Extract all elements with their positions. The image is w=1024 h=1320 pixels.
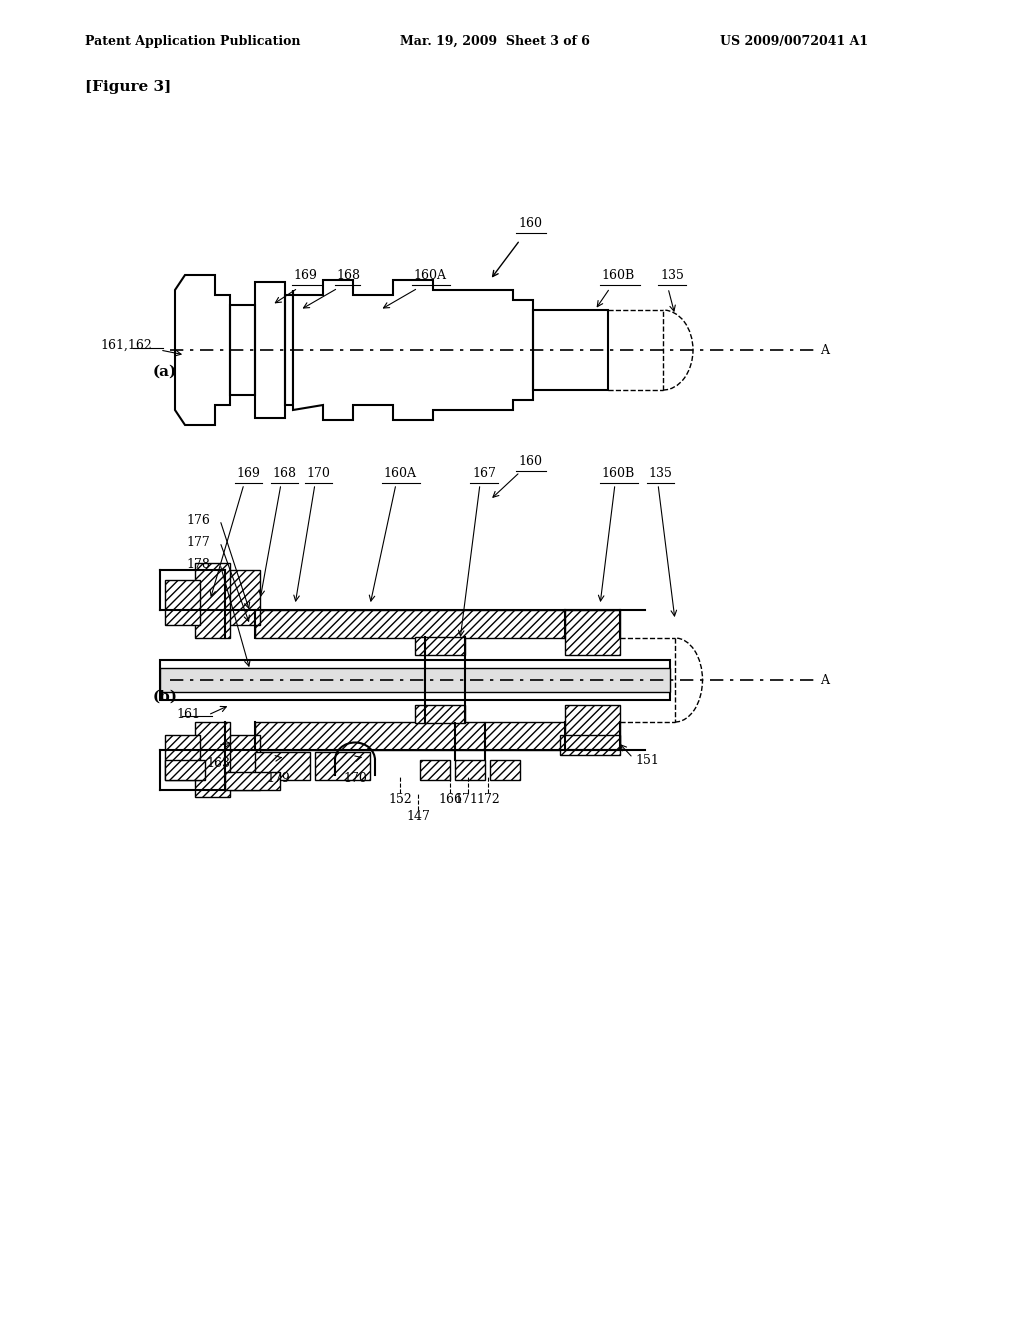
Text: 171: 171 — [454, 793, 478, 807]
Text: 168: 168 — [336, 269, 360, 282]
Bar — [560, 735, 620, 755]
Bar — [255, 722, 595, 750]
Text: 168: 168 — [272, 467, 296, 480]
Text: 160: 160 — [518, 455, 542, 469]
Text: (b): (b) — [153, 690, 177, 704]
Text: 170: 170 — [306, 467, 330, 480]
Bar — [225, 570, 260, 624]
Bar — [534, 310, 608, 389]
Text: 151: 151 — [635, 754, 658, 767]
Bar — [160, 660, 670, 700]
Text: (a): (a) — [153, 366, 177, 379]
Text: 170: 170 — [343, 772, 367, 785]
Bar — [225, 772, 280, 789]
Bar — [415, 638, 465, 655]
Bar — [160, 668, 670, 692]
Bar — [225, 735, 260, 789]
Bar — [195, 722, 230, 797]
Bar — [165, 760, 205, 780]
Text: Patent Application Publication: Patent Application Publication — [85, 36, 300, 48]
Text: A: A — [820, 343, 829, 356]
Text: 179: 179 — [266, 772, 290, 785]
Text: 161,162: 161,162 — [100, 338, 152, 351]
Text: 178: 178 — [186, 557, 210, 570]
Bar — [490, 760, 520, 780]
Bar — [565, 610, 620, 655]
Text: 177: 177 — [186, 536, 210, 549]
Text: 172: 172 — [476, 793, 500, 807]
Text: A: A — [820, 673, 829, 686]
Text: 160A: 160A — [414, 269, 446, 282]
Bar — [230, 305, 255, 395]
Text: Mar. 19, 2009  Sheet 3 of 6: Mar. 19, 2009 Sheet 3 of 6 — [400, 36, 590, 48]
Polygon shape — [175, 275, 230, 425]
Bar — [255, 610, 595, 638]
Bar — [415, 705, 465, 723]
Text: 163: 163 — [206, 756, 230, 770]
Text: 169: 169 — [237, 467, 260, 480]
Text: 166: 166 — [438, 793, 462, 807]
Text: 176: 176 — [186, 513, 210, 527]
Text: 160B: 160B — [601, 269, 635, 282]
Text: 147: 147 — [407, 810, 430, 822]
Text: 160A: 160A — [384, 467, 417, 480]
Bar — [165, 579, 200, 624]
Bar — [420, 760, 450, 780]
Bar — [195, 564, 230, 638]
Bar — [565, 705, 620, 750]
Text: 169: 169 — [293, 269, 317, 282]
Text: 135: 135 — [648, 467, 672, 480]
Polygon shape — [293, 280, 534, 420]
Bar — [455, 760, 485, 780]
Text: US 2009/0072041 A1: US 2009/0072041 A1 — [720, 36, 868, 48]
Bar — [255, 752, 310, 780]
Text: [Figure 3]: [Figure 3] — [85, 81, 171, 94]
Text: 135: 135 — [660, 269, 684, 282]
Bar — [165, 735, 200, 780]
Text: 161: 161 — [176, 708, 200, 721]
Bar — [285, 294, 293, 405]
Text: 160B: 160B — [601, 467, 635, 480]
Text: 160: 160 — [518, 216, 542, 230]
Bar — [255, 282, 285, 418]
Text: 167: 167 — [472, 467, 496, 480]
Text: 152: 152 — [388, 793, 412, 807]
Bar — [315, 752, 370, 780]
